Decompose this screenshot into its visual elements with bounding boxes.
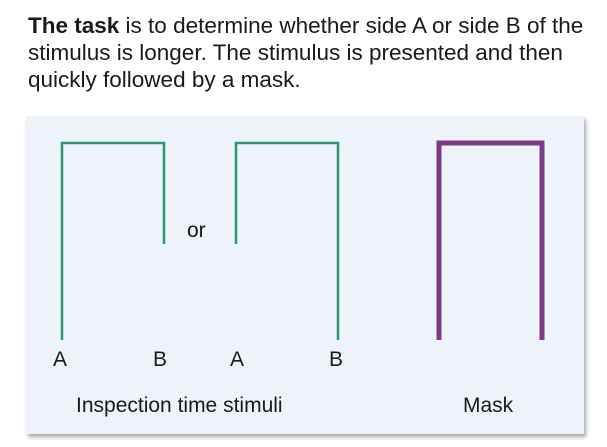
stimulus-1-label-b: B: [153, 348, 168, 371]
or-label: or: [187, 219, 206, 242]
task-body: is to determine whether side A or side B…: [28, 13, 584, 92]
task-description: The task is to determine whether side A …: [28, 12, 598, 93]
diagram-canvas: [60, 140, 545, 340]
stimulus-2-label-a: A: [230, 348, 245, 371]
mask-shape: [436, 140, 545, 340]
stimulus-1-label-a: A: [53, 348, 68, 371]
stimulus-2-shape: [234, 141, 340, 340]
stimulus-1-shape: [60, 141, 166, 340]
stimulus-2-label-b: B: [329, 348, 344, 371]
caption-mask: Mask: [463, 394, 514, 417]
task-lead: The task: [28, 13, 120, 38]
stimulus-panel: or A B A B Inspection time stimuli Mask: [26, 116, 584, 434]
caption-stimuli: Inspection time stimuli: [76, 394, 283, 417]
